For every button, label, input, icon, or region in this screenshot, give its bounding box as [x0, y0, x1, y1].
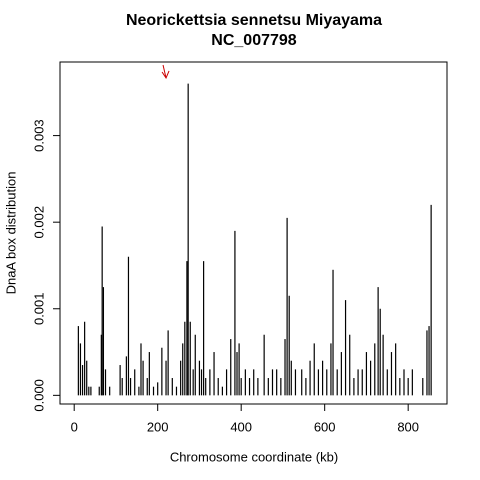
- x-tick-label: 600: [314, 419, 336, 434]
- y-tick-label: 0.002: [31, 206, 46, 239]
- y-tick-label: 0.001: [31, 292, 46, 325]
- x-tick-label: 400: [230, 419, 252, 434]
- chart-title: Neorickettsia sennetsu Miyayama: [126, 12, 382, 29]
- y-axis-label: DnaA box distribution: [3, 172, 18, 295]
- x-tick-label: 200: [147, 419, 169, 434]
- y-tick-label: 0.003: [31, 119, 46, 152]
- arrow-part: [162, 64, 167, 79]
- arrow: [161, 64, 170, 80]
- arrow-part: [161, 70, 170, 80]
- plot-frame: [59, 61, 448, 405]
- y-tick-label: 0.000: [31, 379, 46, 412]
- x-axis-label: Chromosome coordinate (kb): [170, 449, 338, 464]
- chart-subtitle: NC_007798: [211, 32, 297, 49]
- x-tick-label: 0: [71, 419, 78, 434]
- x-tick-label: 800: [397, 419, 419, 434]
